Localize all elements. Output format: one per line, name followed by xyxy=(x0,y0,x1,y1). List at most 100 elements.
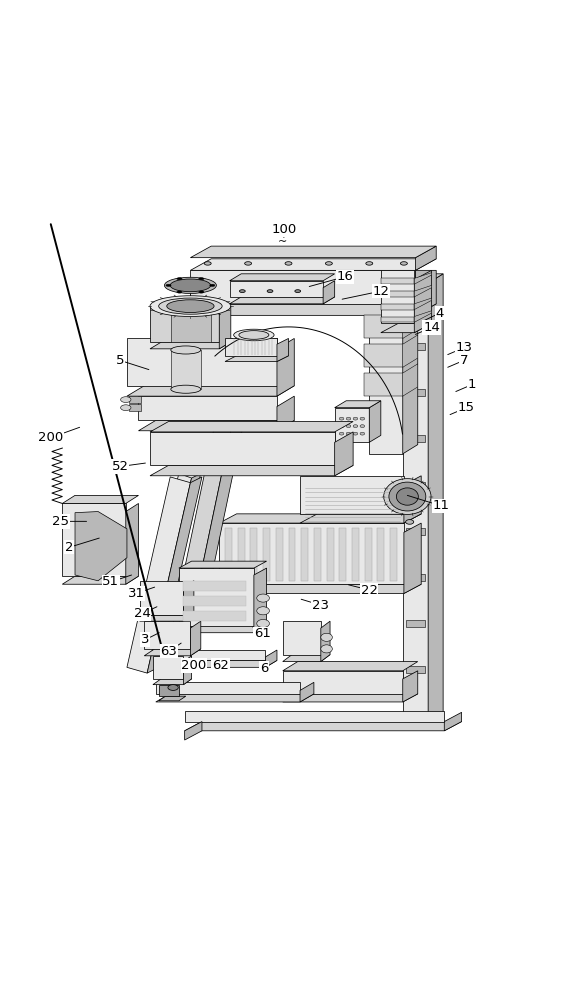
Polygon shape xyxy=(403,335,418,367)
Bar xyxy=(381,291,414,297)
Polygon shape xyxy=(323,281,335,304)
Ellipse shape xyxy=(366,262,373,265)
Bar xyxy=(381,278,414,284)
Text: ~: ~ xyxy=(278,237,290,247)
Polygon shape xyxy=(163,431,231,673)
Polygon shape xyxy=(403,274,443,283)
Text: 22: 22 xyxy=(349,584,378,597)
Polygon shape xyxy=(127,386,294,396)
Ellipse shape xyxy=(257,594,269,602)
Bar xyxy=(140,581,183,615)
Polygon shape xyxy=(403,306,418,338)
Polygon shape xyxy=(381,323,432,333)
Bar xyxy=(144,621,190,649)
Polygon shape xyxy=(183,656,192,685)
Polygon shape xyxy=(364,344,403,367)
Bar xyxy=(381,270,414,323)
Ellipse shape xyxy=(257,607,269,615)
Ellipse shape xyxy=(353,432,358,435)
Text: 4: 4 xyxy=(423,307,444,321)
Ellipse shape xyxy=(384,479,431,514)
Bar xyxy=(327,528,334,581)
Ellipse shape xyxy=(346,425,351,428)
Polygon shape xyxy=(404,523,421,593)
Polygon shape xyxy=(369,304,403,454)
Ellipse shape xyxy=(121,397,131,402)
Polygon shape xyxy=(225,356,288,362)
Text: 62: 62 xyxy=(212,659,229,672)
Bar xyxy=(406,343,425,350)
Polygon shape xyxy=(129,396,141,403)
Text: 100: 100 xyxy=(271,223,297,237)
Polygon shape xyxy=(300,514,421,523)
Bar xyxy=(406,482,425,488)
Polygon shape xyxy=(190,270,415,304)
Polygon shape xyxy=(277,338,294,396)
Polygon shape xyxy=(190,304,436,315)
Bar xyxy=(365,528,372,581)
Polygon shape xyxy=(364,315,403,338)
Polygon shape xyxy=(150,342,231,349)
Polygon shape xyxy=(335,432,353,476)
Polygon shape xyxy=(369,401,381,442)
Polygon shape xyxy=(150,422,353,432)
Polygon shape xyxy=(140,615,194,621)
Polygon shape xyxy=(300,682,314,702)
Polygon shape xyxy=(159,696,186,701)
Bar xyxy=(263,528,270,581)
Polygon shape xyxy=(415,246,436,270)
Polygon shape xyxy=(283,655,330,662)
Bar xyxy=(288,528,295,581)
Bar xyxy=(150,432,335,465)
Bar xyxy=(179,568,254,626)
Text: 24: 24 xyxy=(133,607,157,620)
Bar xyxy=(339,528,346,581)
Bar xyxy=(159,685,179,696)
Bar xyxy=(381,317,414,322)
Ellipse shape xyxy=(245,262,252,265)
Bar xyxy=(183,611,246,621)
Bar xyxy=(167,650,265,660)
Polygon shape xyxy=(415,270,436,315)
Bar xyxy=(381,304,414,310)
Polygon shape xyxy=(335,401,381,408)
Polygon shape xyxy=(230,297,335,304)
Polygon shape xyxy=(414,311,432,322)
Ellipse shape xyxy=(239,331,269,339)
Bar xyxy=(185,711,444,722)
Text: 7: 7 xyxy=(448,354,468,367)
Bar xyxy=(406,528,425,535)
Ellipse shape xyxy=(171,385,201,393)
Text: 61: 61 xyxy=(253,627,271,640)
Ellipse shape xyxy=(353,425,358,428)
Bar xyxy=(300,476,404,514)
Polygon shape xyxy=(190,621,201,656)
Ellipse shape xyxy=(171,346,201,354)
Polygon shape xyxy=(155,473,201,626)
Polygon shape xyxy=(414,273,432,284)
Polygon shape xyxy=(171,306,211,342)
Bar xyxy=(283,621,321,655)
Text: 13: 13 xyxy=(448,341,473,355)
Ellipse shape xyxy=(321,645,332,653)
Bar xyxy=(230,281,323,297)
Ellipse shape xyxy=(177,278,182,280)
Text: 16: 16 xyxy=(309,270,354,287)
Ellipse shape xyxy=(177,291,182,293)
Polygon shape xyxy=(171,350,201,389)
Text: 6: 6 xyxy=(260,662,268,675)
Ellipse shape xyxy=(204,262,211,265)
Text: 12: 12 xyxy=(342,285,389,299)
Polygon shape xyxy=(219,584,421,593)
Bar xyxy=(156,682,300,694)
Text: 63: 63 xyxy=(160,643,181,658)
Polygon shape xyxy=(219,306,231,349)
Polygon shape xyxy=(335,408,369,442)
Bar xyxy=(406,620,425,627)
Bar xyxy=(183,581,246,591)
Polygon shape xyxy=(404,476,421,523)
Polygon shape xyxy=(138,420,294,431)
Ellipse shape xyxy=(406,520,414,524)
Polygon shape xyxy=(180,424,243,673)
Text: 52: 52 xyxy=(111,460,145,473)
